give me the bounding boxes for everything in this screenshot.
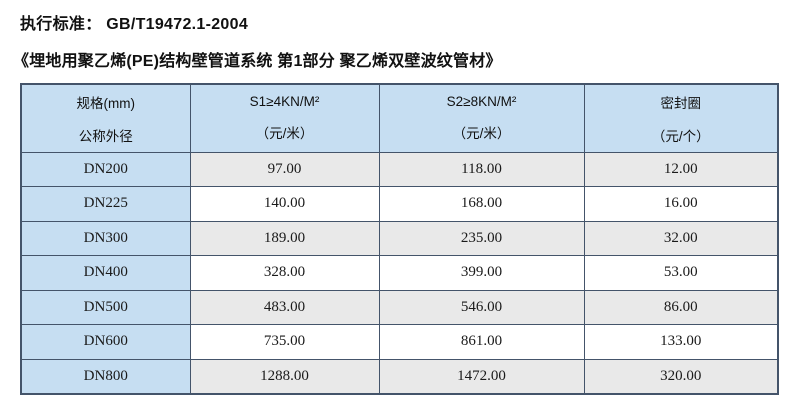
s2-price-cell: 235.00: [378, 220, 585, 256]
s1-price-cell: 140.00: [189, 186, 380, 222]
s2-price-cell: 399.00: [378, 255, 585, 291]
col-header-s1-line1: S1≥4KN/M²: [249, 94, 320, 110]
table-row: DN300 189.00 235.00 32.00: [20, 220, 779, 256]
table-row: DN200 97.00 118.00 12.00: [20, 151, 779, 187]
table-row: DN500 483.00 546.00 86.00: [20, 289, 779, 325]
seal-price-cell: 320.00: [583, 358, 779, 394]
spec-cell: DN500: [20, 289, 191, 325]
document-title: 《埋地用聚乙烯(PE)结构壁管道系统 第1部分 聚乙烯双壁波纹管材》: [13, 53, 502, 70]
s2-price-cell: 118.00: [378, 151, 585, 187]
table-row: DN800 1288.00 1472.00 320.00: [20, 358, 779, 394]
s2-price-cell: 1472.00: [378, 358, 585, 394]
table-header: 规格(mm) 公称外径 S1≥4KN/M² （元/米） S2≥8KN/M² （元…: [20, 83, 779, 153]
spec-cell: DN300: [20, 220, 191, 256]
col-header-seal-line1: 密封圈: [660, 95, 702, 111]
table-body: DN200 97.00 118.00 12.00 DN225 140.00 16…: [20, 151, 779, 394]
s1-price-cell: 189.00: [189, 220, 380, 256]
col-header-s2-line2: （元/米）: [452, 126, 511, 142]
seal-price-cell: 32.00: [583, 220, 779, 256]
table-row: DN225 140.00 168.00 16.00: [20, 186, 779, 222]
price-table: 规格(mm) 公称外径 S1≥4KN/M² （元/米） S2≥8KN/M² （元…: [20, 83, 779, 395]
seal-price-cell: 86.00: [583, 289, 779, 325]
spec-cell: DN400: [20, 255, 191, 291]
spec-cell: DN800: [20, 358, 191, 394]
col-header-spec: 规格(mm) 公称外径: [20, 83, 191, 153]
seal-price-cell: 133.00: [583, 324, 779, 360]
s2-price-cell: 546.00: [378, 289, 585, 325]
col-header-s2-line1: S2≥8KN/M²: [446, 94, 517, 110]
s1-price-cell: 735.00: [189, 324, 380, 360]
seal-price-cell: 16.00: [583, 186, 779, 222]
spec-cell: DN600: [20, 324, 191, 360]
table-row: DN400 328.00 399.00 53.00: [20, 255, 779, 291]
standard-line: 执行标准： GB/T19472.1-2004: [20, 16, 249, 33]
header-row: 规格(mm) 公称外径 S1≥4KN/M² （元/米） S2≥8KN/M² （元…: [20, 83, 779, 153]
s1-price-cell: 328.00: [189, 255, 380, 291]
col-header-s1-line2: （元/米）: [255, 126, 314, 142]
col-header-seal-line2: （元/个）: [651, 128, 710, 144]
s1-price-cell: 97.00: [189, 151, 380, 187]
s2-price-cell: 861.00: [378, 324, 585, 360]
col-header-spec-line1: 规格(mm): [76, 95, 135, 111]
s1-price-cell: 483.00: [189, 289, 380, 325]
col-header-s2: S2≥8KN/M² （元/米）: [378, 83, 585, 153]
spec-cell: DN200: [20, 151, 191, 187]
seal-price-cell: 53.00: [583, 255, 779, 291]
seal-price-cell: 12.00: [583, 151, 779, 187]
s1-price-cell: 1288.00: [189, 358, 380, 394]
col-header-seal: 密封圈 （元/个）: [583, 83, 779, 153]
title-block: 执行标准： GB/T19472.1-2004 《埋地用聚乙烯(PE)结构壁管道系…: [0, 0, 800, 71]
table-row: DN600 735.00 861.00 133.00: [20, 324, 779, 360]
spec-cell: DN225: [20, 186, 191, 222]
col-header-spec-line2: 公称外径: [78, 128, 133, 144]
s2-price-cell: 168.00: [378, 186, 585, 222]
col-header-s1: S1≥4KN/M² （元/米）: [189, 83, 380, 153]
